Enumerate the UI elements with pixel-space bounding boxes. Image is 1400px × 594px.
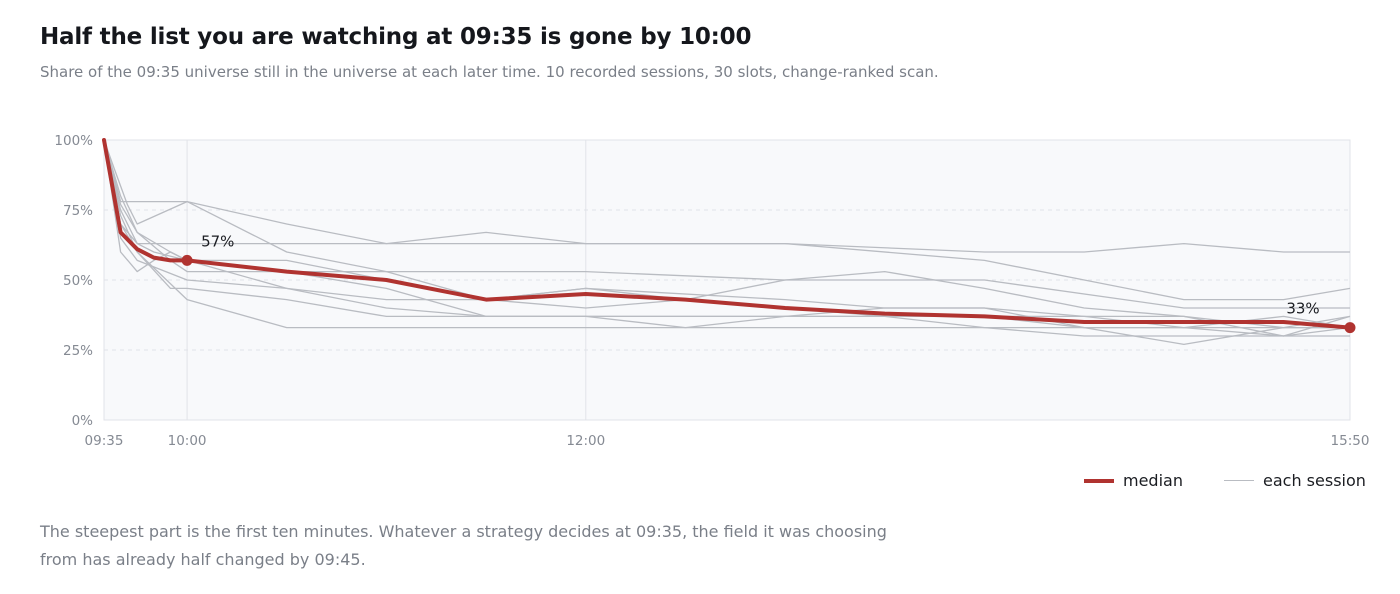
median-line: [102, 138, 1352, 330]
legend-session-swatch: [1224, 480, 1254, 481]
median-point-marker: [181, 254, 193, 266]
y-tick-label: 75%: [63, 203, 93, 219]
y-tick-label: 100%: [54, 133, 93, 149]
median-value-label: 33%: [1286, 300, 1319, 318]
median-point-marker: [1344, 322, 1356, 334]
median-value-label: 57%: [201, 232, 234, 250]
x-tick-label: 12:00: [566, 433, 605, 449]
x-tick-label: 09:35: [85, 433, 124, 449]
y-tick-label: 0%: [72, 413, 94, 429]
session-line: [103, 139, 1350, 253]
chart-footnote: The steepest part is the first ten minut…: [40, 522, 887, 569]
session-line: [103, 139, 1350, 337]
x-tick-label: 10:00: [168, 433, 207, 449]
session-line: [103, 139, 1351, 337]
session-line: [103, 139, 1351, 337]
chart-subtitle: Share of the 09:35 universe still in the…: [40, 63, 939, 81]
legend-each-session: each session: [1224, 471, 1366, 490]
retention-line-chart: 0% 25% 50% 75% 100% 09:35 10:00 12:00 15:50 57% 33…: [54, 133, 1370, 449]
plot-area: [103, 139, 1351, 421]
y-tick-label: 50%: [63, 273, 93, 289]
legend-session-label: each session: [1263, 471, 1366, 490]
legend-median-swatch: [1084, 478, 1114, 483]
chart-title: Half the list you are watching at 09:35 …: [40, 24, 752, 50]
x-tick-label: 15:50: [1331, 433, 1370, 449]
y-tick-label: 25%: [63, 343, 93, 359]
legend-median: median: [1084, 471, 1183, 490]
legend-median-label: median: [1123, 471, 1183, 490]
